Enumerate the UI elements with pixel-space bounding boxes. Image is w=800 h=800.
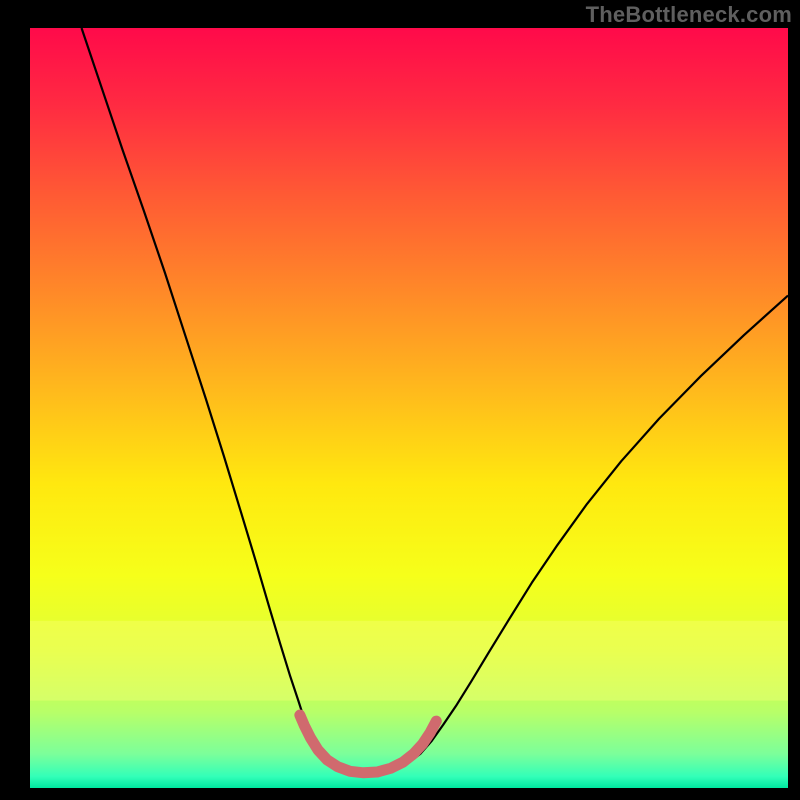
chart-svg — [30, 28, 788, 788]
watermark-text: TheBottleneck.com — [586, 2, 792, 28]
trough-highlight — [300, 715, 436, 773]
yellow-band — [30, 621, 788, 701]
chart-plot-area — [30, 28, 788, 788]
